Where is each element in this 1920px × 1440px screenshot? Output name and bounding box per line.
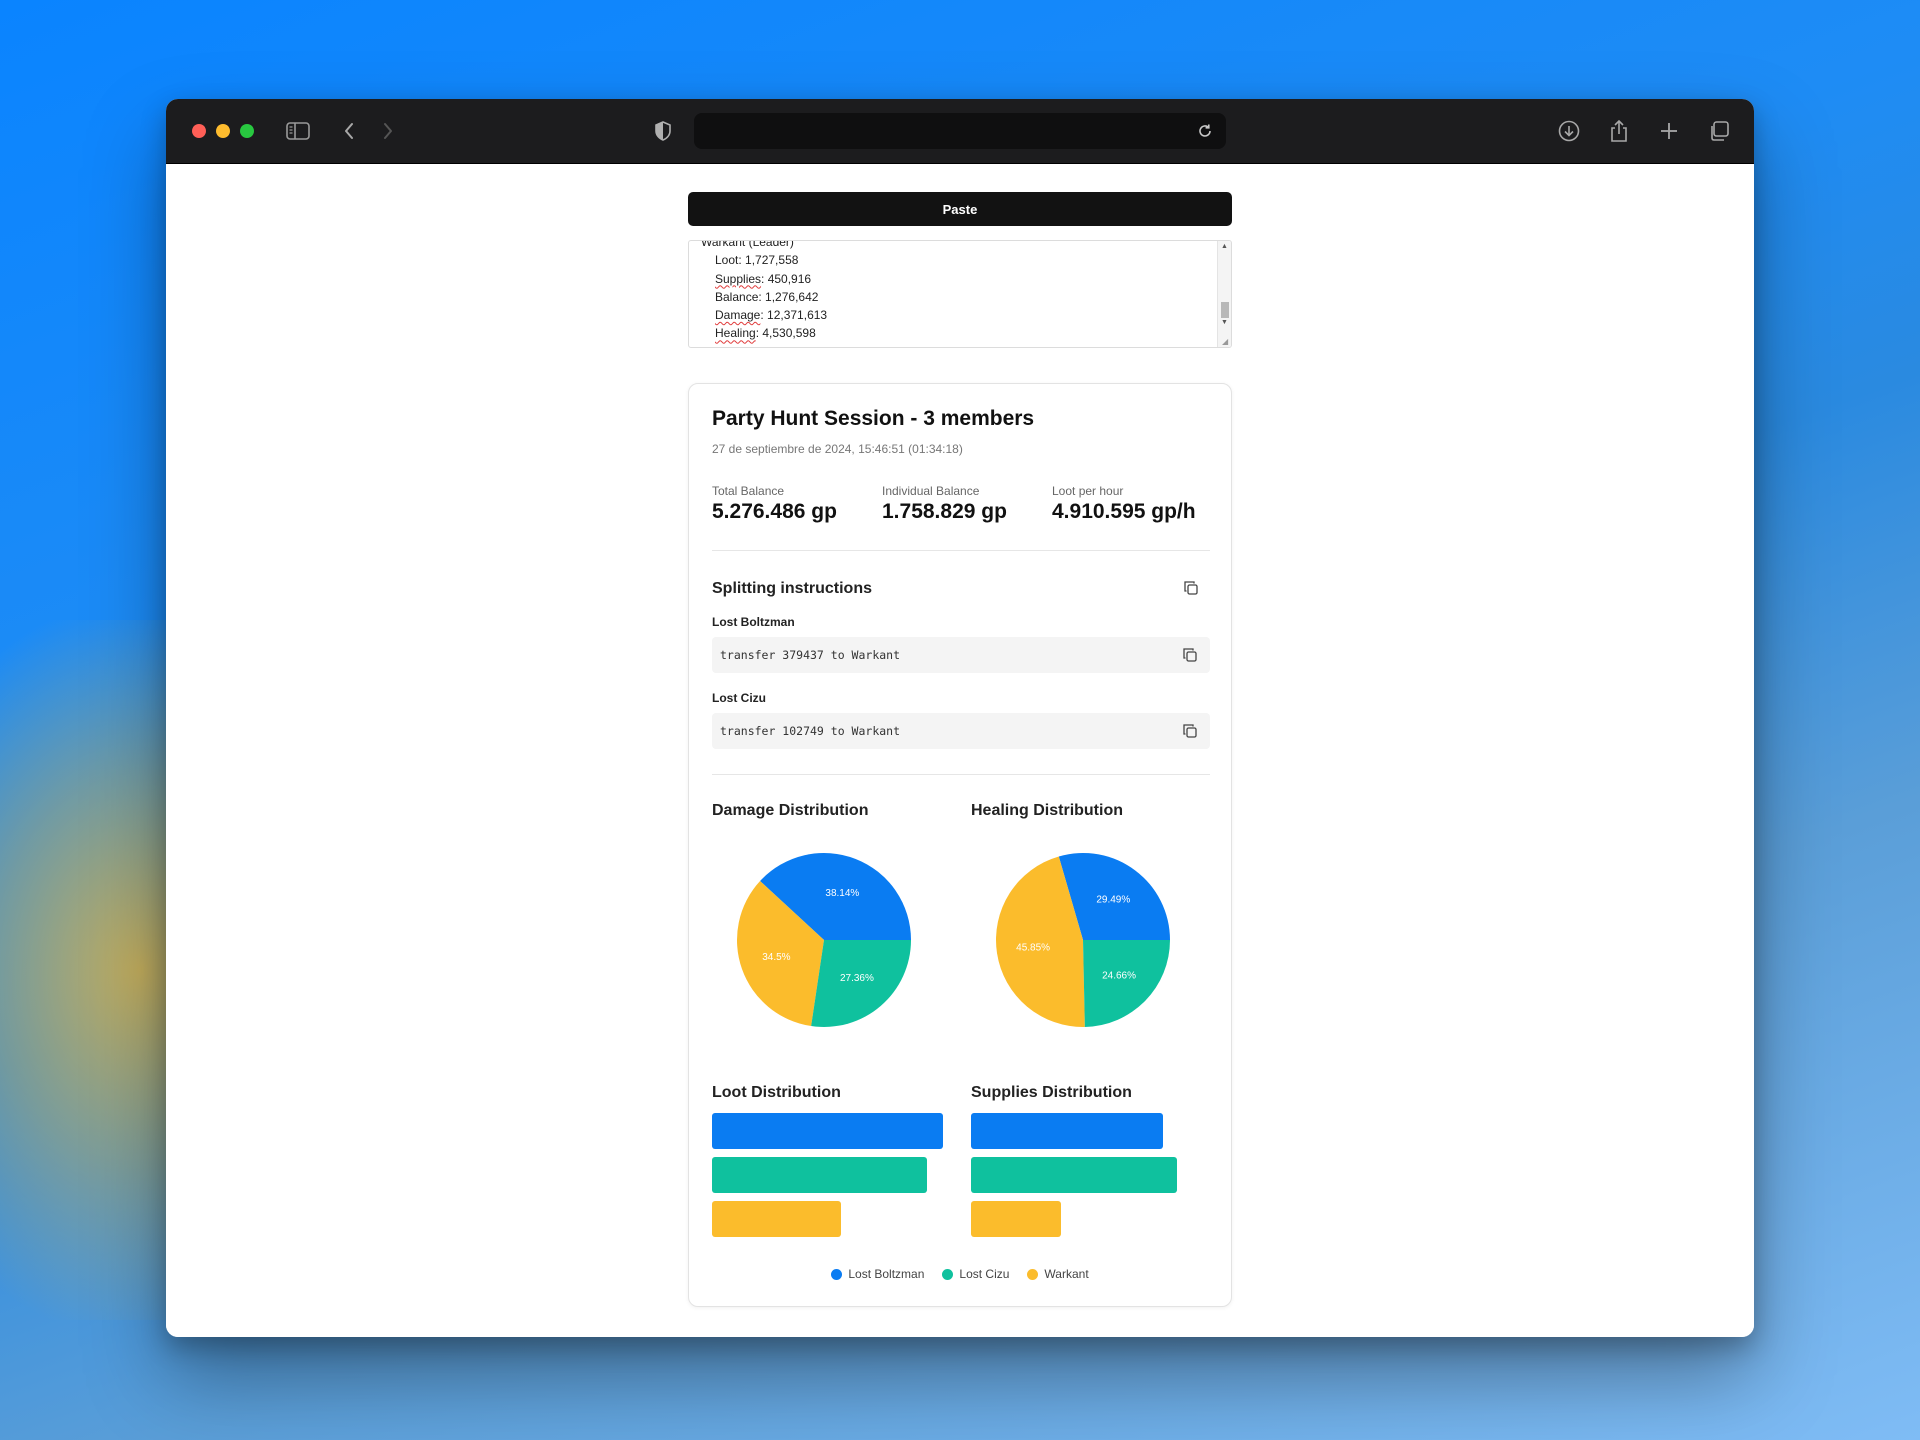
pie-slice-label: 45.85% [1016,943,1050,954]
transfer-command: transfer 379437 to Warkant [712,637,1210,673]
damage-pie-chart: 38.14% 34.5% 27.36% [737,853,911,1027]
divider [712,550,1210,551]
download-icon[interactable] [1554,116,1584,146]
scrollbar-thumb[interactable] [1221,302,1229,318]
supplies-chart-title: Supplies Distribution [971,1084,1132,1101]
scroll-up-arrow-icon[interactable]: ▲ [1221,243,1228,250]
text-line: Supplies: 450,916 [715,271,812,286]
sidebar-toggle-icon[interactable] [283,116,313,146]
maximize-window-button[interactable] [240,124,254,138]
bar[interactable] [712,1157,927,1193]
healing-chart-title: Healing Distribution [971,802,1123,819]
splitting-title: Splitting instructions [712,580,872,597]
damage-chart-title: Damage Distribution [712,802,869,819]
legend-item[interactable]: Warkant [1027,1267,1089,1281]
loot-bar-chart [712,1113,943,1243]
legend-dot [942,1268,954,1280]
text-line-header: Warkant (Leader) [701,240,794,249]
supplies-bar-chart [971,1113,1202,1243]
healing-pie-chart: 29.49% 45.85% 24.66% [996,853,1170,1027]
textarea-scrollbar[interactable]: ▲ ▼ ◢ [1217,241,1231,347]
session-date: 27 de septiembre de 2024, 15:46:51 (01:3… [712,442,963,456]
copy-command-icon[interactable] [1181,646,1199,664]
transfer-command: transfer 102749 to Warkant [712,713,1210,749]
bar[interactable] [971,1113,1163,1149]
minimize-window-button[interactable] [216,124,230,138]
transfer-command-text: transfer 379437 to Warkant [720,648,901,662]
text-line: Loot: 1,727,558 [715,253,799,268]
text-line: Damage: 12,371,613 [715,308,828,323]
stat-value-individual-balance: 1.758.829 gp [882,500,1007,523]
close-window-button[interactable] [192,124,206,138]
session-text-lines: Warkant (Leader) Loot: 1,727,558 Supplie… [701,241,828,343]
divider [712,774,1210,775]
copy-command-icon[interactable] [1181,722,1199,740]
session-card: Party Hunt Session - 3 members 27 de sep… [688,383,1232,1307]
address-bar[interactable] [694,113,1226,149]
pie-slice[interactable] [1083,940,1170,1027]
pie-slice-label: 29.49% [1096,895,1130,906]
paste-button[interactable]: Paste [688,192,1232,226]
pie-slice-label: 24.66% [1102,970,1136,981]
chart-legend: Lost Boltzman Lost Cizu Warkant [689,1267,1231,1281]
legend-item[interactable]: Lost Cizu [942,1267,1009,1281]
legend-dot [831,1268,843,1280]
transfer-command-text: transfer 102749 to Warkant [720,724,901,738]
transfer-from-name: Lost Cizu [712,691,766,705]
browser-titlebar [166,99,1754,164]
transfer-from-name: Lost Boltzman [712,615,795,629]
pie-slice-label: 38.14% [825,888,859,899]
stat-label-loot-per-hour: Loot per hour [1052,484,1124,498]
legend-dot [1027,1268,1039,1280]
page-content: Paste Warkant (Leader) Loot: 1,727,558 S… [166,164,1754,1337]
share-icon[interactable] [1604,116,1634,146]
session-title: Party Hunt Session - 3 members [712,407,1035,430]
scroll-down-arrow-icon[interactable]: ▼ [1221,319,1228,326]
stat-value-total-balance: 5.276.486 gp [712,500,837,523]
pie-slice[interactable] [811,940,911,1027]
pie-slice[interactable] [996,856,1085,1027]
browser-window: Paste Warkant (Leader) Loot: 1,727,558 S… [166,99,1754,1337]
pie-slice-label: 27.36% [840,973,874,984]
pie-slice[interactable] [760,853,911,940]
resize-handle-icon[interactable]: ◢ [1222,337,1229,346]
privacy-shield-icon[interactable] [648,116,678,146]
new-tab-icon[interactable] [1654,116,1684,146]
text-line: Healing: 4,530,598 [715,326,816,341]
bar[interactable] [712,1201,842,1237]
bar[interactable] [712,1113,943,1149]
text-line: Balance: 1,276,642 [715,289,819,304]
session-text-input[interactable]: Warkant (Leader) Loot: 1,727,558 Supplie… [688,240,1232,348]
stat-label-total-balance: Total Balance [712,484,785,498]
pie-slice[interactable] [737,881,824,1027]
pie-slice-label: 34.5% [762,952,790,963]
pie-slice[interactable] [1058,853,1170,940]
back-icon[interactable] [334,116,364,146]
tab-overview-icon[interactable] [1704,116,1734,146]
loot-chart-title: Loot Distribution [712,1084,841,1101]
bar[interactable] [971,1201,1062,1237]
bar[interactable] [971,1157,1177,1193]
forward-icon[interactable] [373,116,403,146]
legend-item[interactable]: Lost Boltzman [831,1267,924,1281]
reload-icon[interactable] [1190,116,1220,146]
stat-label-individual-balance: Individual Balance [882,484,980,498]
copy-all-icon[interactable] [1182,579,1200,597]
stat-value-loot-per-hour: 4.910.595 gp/h [1052,500,1196,523]
